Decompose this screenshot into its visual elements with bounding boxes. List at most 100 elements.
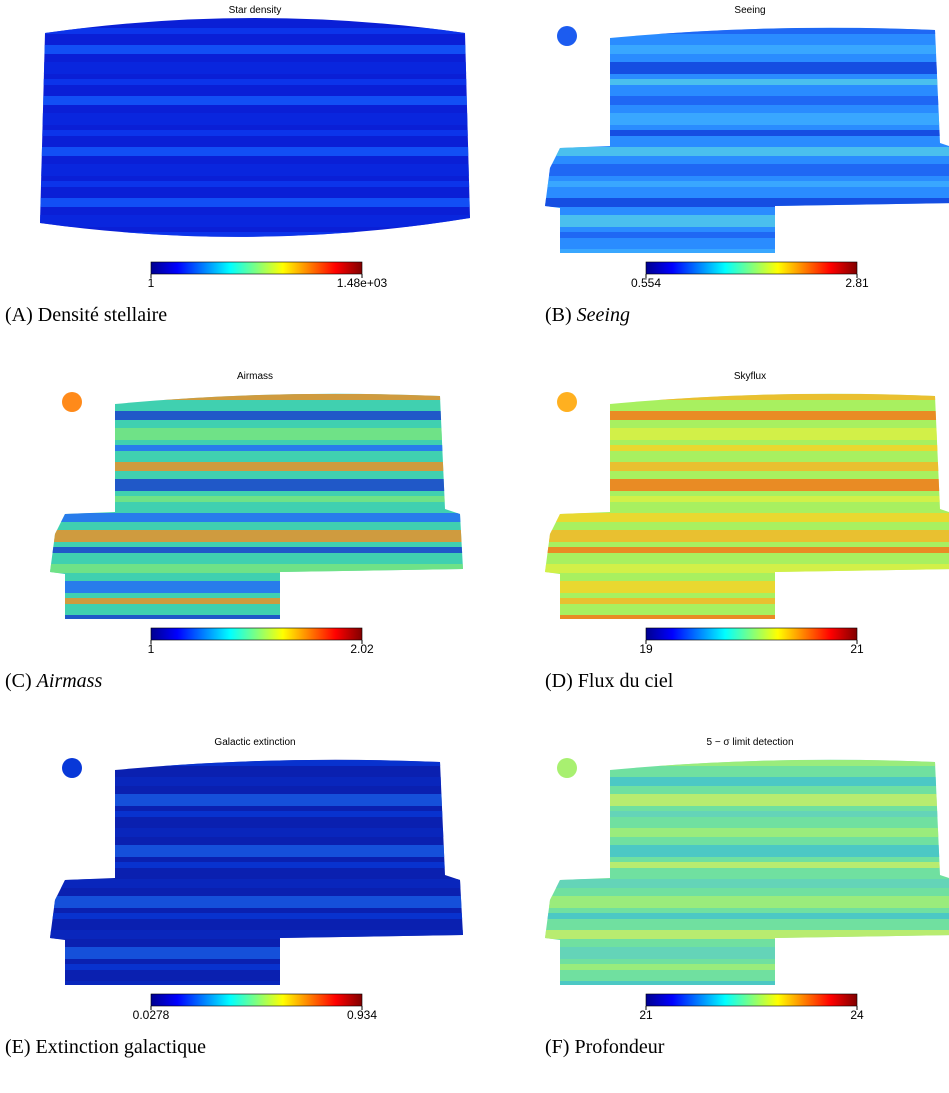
map-stripe — [545, 164, 949, 176]
map-stripe — [545, 947, 949, 959]
map-stripe — [50, 981, 463, 985]
map-stripe — [545, 896, 949, 908]
map-stripe — [40, 79, 470, 85]
map-stripe — [545, 428, 949, 440]
map-stripe — [545, 564, 949, 573]
map-blob — [557, 26, 577, 46]
map-stripe — [40, 198, 470, 207]
map-stripe — [545, 879, 949, 888]
map-stripe — [50, 794, 463, 806]
map-stripe — [50, 615, 463, 619]
map-stripe — [545, 62, 949, 74]
map-blob — [557, 758, 577, 778]
map-stripe — [545, 862, 949, 868]
map-stripe — [35, 249, 475, 258]
colorbar-max: 2.81 — [845, 276, 869, 290]
map-stripe — [50, 394, 463, 400]
map-stripe — [545, 547, 949, 553]
map-stripe — [545, 615, 949, 619]
map-stripe — [545, 913, 949, 919]
map-stripe — [545, 598, 949, 604]
map-stripe — [40, 96, 470, 105]
map-stripe — [545, 581, 949, 593]
map-stripe — [50, 896, 463, 908]
map-stripe — [50, 598, 463, 604]
map-stripe — [50, 513, 463, 522]
sky-map — [545, 26, 949, 253]
caption-label: (E) — [5, 1036, 31, 1058]
caption-label: (C) — [5, 670, 32, 692]
map-title: Skyflux — [733, 371, 767, 382]
sky-map — [50, 758, 463, 985]
stripes — [50, 760, 463, 985]
map-stripe — [50, 947, 463, 959]
map-stripe — [50, 862, 463, 868]
sky-map — [545, 392, 949, 619]
map-blob — [557, 392, 577, 412]
colorbar — [150, 261, 363, 275]
map-stripe — [545, 215, 949, 227]
map-stripe — [50, 581, 463, 593]
map-stripe — [50, 564, 463, 573]
map-stripe — [545, 828, 949, 837]
map-stripe — [545, 845, 949, 857]
map-stripe — [50, 913, 463, 919]
map-stripe — [545, 113, 949, 125]
colorbar-max: 1.48e+03 — [336, 276, 388, 290]
map-stripe — [545, 181, 949, 187]
caption: (B) Seeing — [545, 304, 630, 327]
map-stripe — [545, 496, 949, 502]
map-stripe — [545, 811, 949, 817]
caption: (A) Densité stellaire — [5, 304, 167, 327]
map-stripe — [50, 964, 463, 970]
map-stripe — [50, 828, 463, 837]
colorbar-min: 21 — [639, 1008, 653, 1022]
map-stripe — [545, 79, 949, 85]
colorbar-min: 0.0278 — [132, 1008, 170, 1022]
map-stripe — [545, 232, 949, 238]
caption-label: (B) — [545, 304, 572, 326]
map-stripe — [545, 28, 949, 34]
map-stripe — [40, 62, 470, 74]
map-blob — [62, 758, 82, 778]
caption-text: Profondeur — [574, 1036, 665, 1058]
colorbar-max: 0.934 — [346, 1008, 378, 1022]
caption-text: Seeing — [576, 304, 630, 326]
map-stripe — [545, 462, 949, 471]
map-stripe — [40, 215, 470, 227]
stripes — [35, 28, 475, 258]
map-stripe — [50, 445, 463, 451]
map-stripe — [50, 547, 463, 553]
caption: (E) Extinction galactique — [5, 1036, 206, 1059]
map-stripe — [545, 445, 949, 451]
map-stripe — [40, 113, 470, 125]
map-stripe — [40, 130, 470, 136]
map-stripe — [50, 879, 463, 888]
map-stripe — [545, 45, 949, 54]
colorbar — [645, 261, 858, 275]
caption-text: Extinction galactique — [35, 1036, 207, 1058]
caption: (F) Profondeur — [545, 1036, 664, 1059]
map-stripe — [50, 760, 463, 766]
sky-map — [545, 758, 949, 985]
stripes — [545, 394, 949, 619]
map-stripe — [545, 198, 949, 207]
caption-label: (D) — [545, 670, 573, 692]
map-stripe — [50, 930, 463, 939]
map-stripe — [545, 777, 949, 786]
map-stripe — [545, 760, 949, 766]
map-stripe — [40, 45, 470, 54]
map-stripe — [545, 147, 949, 156]
map-stripe — [545, 130, 949, 136]
map-blob — [62, 392, 82, 412]
stripes — [545, 28, 949, 253]
colorbar-max: 21 — [850, 642, 864, 656]
map-stripe — [545, 794, 949, 806]
map-stripe — [545, 981, 949, 985]
caption: (D) Flux du ciel — [545, 670, 673, 693]
caption-text: Airmass — [36, 670, 103, 692]
map-stripe — [545, 530, 949, 542]
colorbar-min: 1 — [147, 642, 155, 656]
